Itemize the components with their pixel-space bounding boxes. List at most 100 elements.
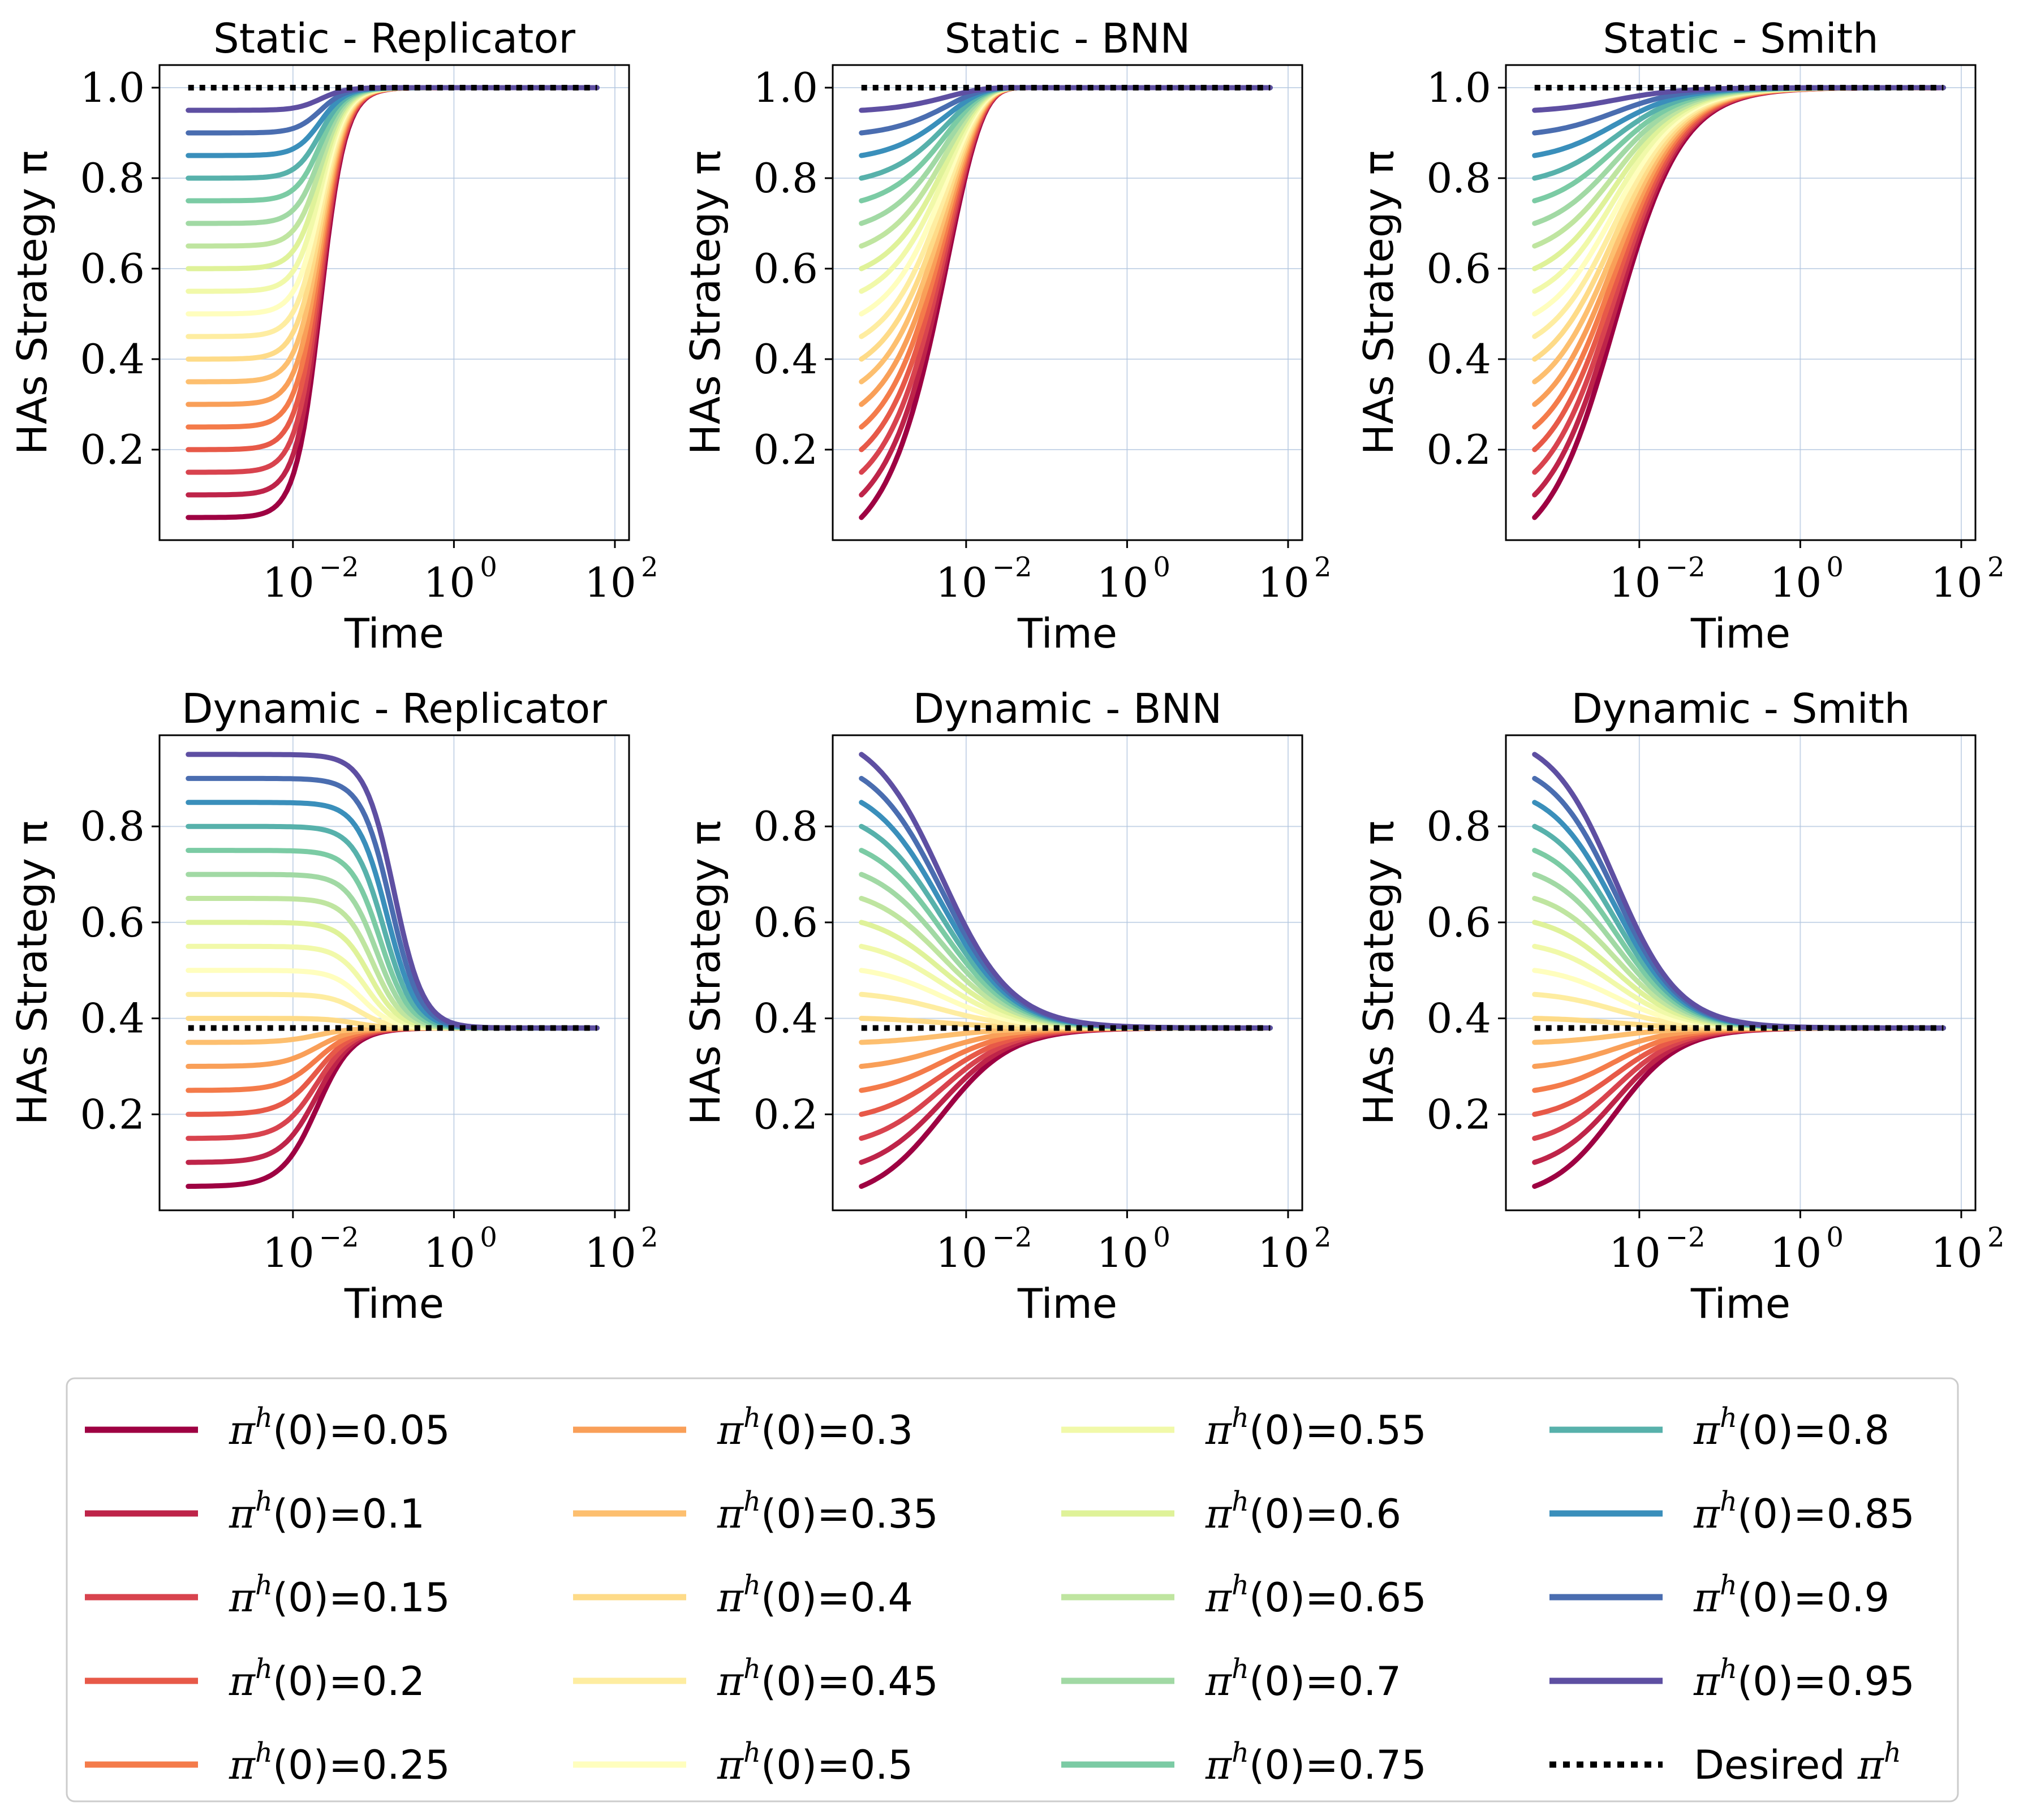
x-tick-label: 10: [1931, 559, 1983, 606]
legend-value: (0)=0.6: [1249, 1491, 1401, 1537]
subplot-title: Static - Replicator: [213, 15, 575, 62]
legend-label: πh(0)=0.9: [1693, 1569, 1889, 1621]
legend-label: πh(0)=0.1: [229, 1486, 425, 1537]
legend-value: (0)=0.75: [1249, 1742, 1427, 1788]
y-tick-label: 0.6: [753, 245, 818, 292]
legend-math: π: [717, 1658, 744, 1705]
x-tick-label: 10: [1258, 1229, 1310, 1276]
legend-frame: [66, 1377, 1959, 1802]
y-tick-label: 1.0: [80, 64, 145, 111]
legend-sup: h: [255, 1402, 273, 1434]
legend-value: (0)=0.85: [1737, 1491, 1915, 1537]
x-tick-exponent: 0: [480, 1222, 497, 1253]
legend-value: (0)=0.5: [761, 1742, 913, 1788]
legend-value: (0)=0.2: [273, 1658, 425, 1705]
subplot-title: Static - Smith: [1603, 15, 1878, 62]
legend-sup: h: [743, 1486, 761, 1517]
legend-label: πh(0)=0.85: [1693, 1486, 1915, 1537]
x-tick-exponent: −2: [1665, 551, 1706, 583]
legend-math: π: [1693, 1658, 1721, 1705]
x-axis-label: Time: [1690, 1280, 1790, 1327]
x-tick-label: 10: [1258, 559, 1310, 606]
legend-value: (0)=0.4: [761, 1575, 913, 1621]
legend-label: πh(0)=0.25: [229, 1737, 450, 1788]
y-tick-label: 0.2: [753, 1090, 818, 1138]
x-tick-exponent: 2: [1314, 551, 1332, 583]
subplot-title: Dynamic - BNN: [913, 685, 1222, 732]
legend-math: π: [229, 1658, 256, 1705]
legend-label: πh(0)=0.2: [229, 1653, 425, 1705]
y-axis-label: HAs Strategy π: [8, 821, 56, 1125]
legend-math: π: [1205, 1658, 1233, 1705]
y-axis-label: HAs Strategy π: [682, 821, 729, 1125]
legend-math: π: [1693, 1407, 1721, 1454]
legend-sup: h: [255, 1653, 273, 1685]
y-axis-label: HAs Strategy π: [682, 150, 729, 455]
y-tick-label: 0.4: [753, 335, 818, 383]
legend-value: (0)=0.15: [273, 1575, 450, 1621]
legend-math: π: [1205, 1575, 1233, 1621]
x-axis-label: Time: [1017, 1280, 1117, 1327]
axes-frame: [158, 64, 630, 541]
axes-frame: [832, 734, 1303, 1211]
legend-math: π: [229, 1575, 256, 1621]
legend-sup: h: [1232, 1737, 1249, 1769]
legend-math: π: [1205, 1491, 1233, 1537]
legend-math: π: [717, 1407, 744, 1454]
y-tick-label: 0.6: [80, 245, 145, 292]
legend-label: πh(0)=0.45: [717, 1653, 939, 1705]
legend-value: (0)=0.95: [1737, 1658, 1915, 1705]
x-tick-label: 10: [936, 1229, 988, 1276]
y-tick-label: 0.2: [1426, 426, 1491, 473]
subplot-title: Static - BNN: [945, 15, 1191, 62]
x-tick-exponent: 0: [480, 551, 497, 583]
legend-value: (0)=0.35: [761, 1491, 939, 1537]
y-tick-label: 0.2: [753, 426, 818, 473]
legend-label: πh(0)=0.55: [1205, 1402, 1427, 1454]
legend-sup: h: [1232, 1486, 1249, 1517]
axes-frame: [1505, 64, 1977, 541]
legend-label: πh(0)=0.3: [717, 1402, 913, 1454]
y-tick-label: 0.2: [1426, 1090, 1491, 1138]
x-tick-label: 10: [936, 559, 988, 606]
x-tick-label: 10: [1609, 559, 1661, 606]
x-tick-label: 10: [424, 559, 476, 606]
legend-sup: h: [255, 1737, 273, 1769]
x-tick-exponent: −2: [992, 551, 1032, 583]
legend-desired-label: Desired πh: [1694, 1737, 1901, 1788]
x-tick-exponent: 2: [641, 551, 658, 583]
x-tick-label: 10: [424, 1229, 476, 1276]
legend-value: (0)=0.9: [1737, 1575, 1889, 1621]
legend-desired-word: Desired: [1694, 1742, 1858, 1788]
legend-sup: h: [743, 1737, 761, 1769]
x-tick-exponent: 2: [1314, 1222, 1332, 1253]
plot-area: [160, 65, 629, 540]
x-tick-exponent: 2: [1987, 551, 2005, 583]
x-tick-exponent: −2: [319, 551, 359, 583]
legend-label: πh(0)=0.7: [1205, 1653, 1401, 1705]
y-axis-label: HAs Strategy π: [1355, 150, 1402, 455]
y-tick-label: 1.0: [1426, 64, 1491, 111]
legend-sup: h: [1720, 1569, 1737, 1601]
legend-value: (0)=0.25: [273, 1742, 450, 1788]
legend-value: (0)=0.1: [273, 1491, 425, 1537]
legend-sup: h: [743, 1402, 761, 1434]
legend-value: (0)=0.8: [1737, 1407, 1889, 1454]
legend-math: π: [1693, 1491, 1721, 1537]
legend-sup: h: [1232, 1569, 1249, 1601]
axes-frame: [1505, 734, 1977, 1211]
x-axis-label: Time: [344, 610, 444, 657]
x-tick-exponent: 0: [1153, 1222, 1170, 1253]
legend-label: πh(0)=0.5: [717, 1737, 913, 1788]
legend-sup: h: [1720, 1486, 1737, 1517]
legend-sup: h: [743, 1569, 761, 1601]
x-axis-label: Time: [1690, 610, 1790, 657]
legend-label: πh(0)=0.65: [1205, 1569, 1427, 1621]
legend-value: (0)=0.7: [1249, 1658, 1401, 1705]
y-tick-label: 0.4: [1426, 995, 1491, 1042]
x-tick-label: 10: [584, 559, 636, 606]
